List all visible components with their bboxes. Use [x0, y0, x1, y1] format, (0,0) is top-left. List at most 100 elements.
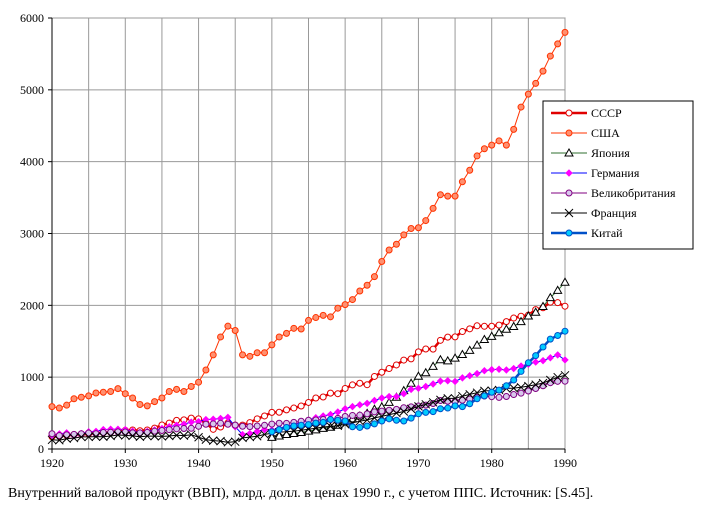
x-tick-label: 1990: [553, 456, 577, 470]
marker: [239, 351, 247, 359]
marker: [129, 394, 137, 402]
marker: [296, 425, 306, 435]
marker: [224, 322, 232, 330]
marker: [84, 432, 93, 442]
marker: [399, 407, 409, 416]
marker: [560, 370, 570, 380]
marker: [348, 402, 357, 411]
marker: [444, 377, 452, 385]
marker: [466, 400, 474, 408]
marker: [92, 389, 100, 397]
marker: [407, 355, 415, 363]
marker: [54, 435, 64, 445]
marker: [311, 423, 321, 433]
marker: [385, 406, 393, 414]
x-tick-label: 1940: [187, 456, 211, 470]
y-tick-label: 6000: [20, 11, 44, 25]
marker: [363, 410, 371, 418]
legend-label: СССР: [591, 106, 622, 120]
marker: [378, 407, 386, 415]
marker: [253, 415, 261, 423]
marker: [48, 430, 56, 438]
marker: [195, 422, 203, 430]
marker: [252, 431, 262, 441]
marker: [283, 329, 291, 337]
marker: [348, 296, 356, 304]
marker: [392, 361, 400, 369]
marker: [539, 67, 547, 75]
marker: [413, 371, 424, 380]
marker: [407, 224, 415, 232]
marker: [502, 141, 510, 149]
marker: [231, 421, 239, 429]
marker: [151, 427, 159, 435]
marker: [451, 402, 459, 410]
marker: [451, 333, 459, 341]
marker: [165, 388, 173, 396]
marker: [532, 385, 540, 393]
marker: [538, 301, 548, 310]
marker: [208, 436, 218, 445]
marker: [356, 423, 364, 431]
marker: [509, 383, 519, 393]
marker: [428, 361, 438, 370]
marker: [554, 40, 562, 48]
y-tick-label: 5000: [20, 83, 44, 97]
marker: [524, 381, 533, 391]
marker: [179, 431, 189, 440]
marker: [136, 429, 144, 437]
marker: [516, 316, 526, 326]
marker: [290, 422, 298, 430]
marker: [332, 420, 343, 429]
marker: [517, 389, 525, 397]
marker: [414, 402, 423, 411]
marker: [400, 404, 408, 412]
marker: [195, 378, 203, 386]
marker: [209, 351, 217, 359]
marker: [501, 324, 512, 333]
marker: [495, 365, 503, 373]
marker: [561, 327, 569, 335]
marker: [545, 292, 556, 302]
marker: [414, 410, 422, 418]
marker: [129, 429, 137, 437]
marker: [268, 420, 276, 428]
marker: [465, 390, 475, 399]
marker: [546, 335, 554, 343]
marker: [516, 382, 526, 392]
marker: [561, 377, 569, 385]
marker: [531, 358, 540, 366]
marker: [436, 336, 444, 344]
marker: [165, 426, 173, 434]
y-tick-label: 2000: [20, 298, 44, 312]
marker: [523, 311, 534, 320]
marker: [275, 426, 283, 434]
marker: [480, 145, 488, 153]
marker: [151, 398, 159, 406]
marker: [186, 430, 196, 440]
marker: [565, 229, 573, 237]
marker: [274, 430, 285, 440]
marker: [429, 408, 437, 416]
marker: [494, 327, 504, 337]
marker: [356, 379, 364, 387]
marker: [158, 394, 166, 402]
marker: [173, 425, 181, 433]
x-tick-label: 1980: [480, 456, 504, 470]
marker: [510, 125, 518, 133]
marker: [488, 322, 496, 330]
legend-label: Япония: [591, 146, 630, 160]
marker: [334, 304, 342, 312]
marker: [348, 411, 356, 419]
legend-label: Франция: [591, 206, 637, 220]
marker: [442, 355, 453, 365]
marker: [479, 334, 490, 343]
marker: [552, 285, 563, 294]
marker: [312, 419, 320, 427]
marker: [194, 432, 203, 442]
marker: [392, 416, 400, 424]
marker: [429, 380, 437, 388]
marker: [326, 313, 334, 321]
marker: [216, 436, 225, 446]
